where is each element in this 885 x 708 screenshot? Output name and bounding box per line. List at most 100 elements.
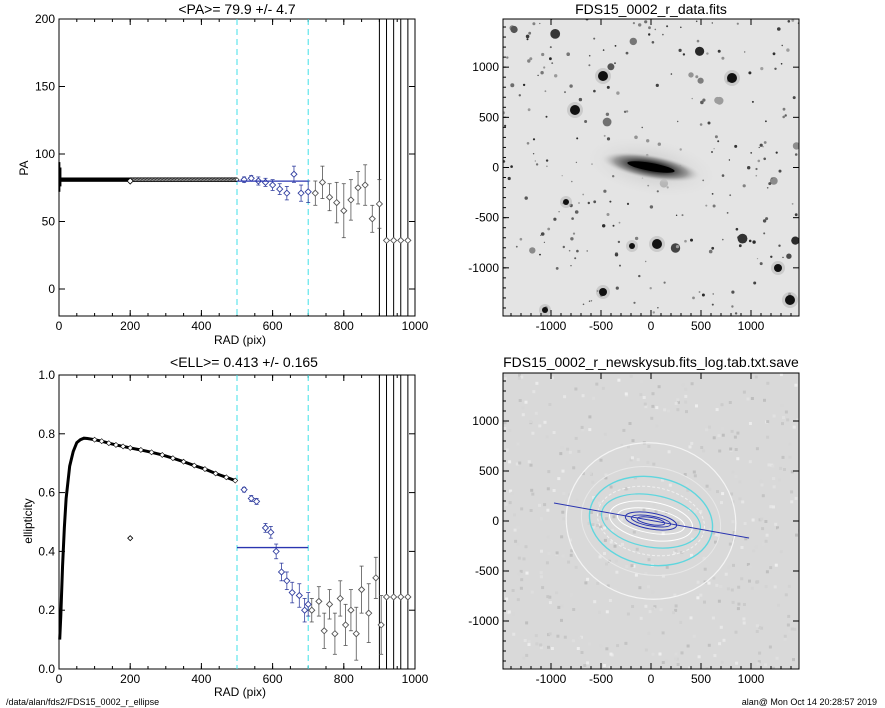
noise-pixel bbox=[717, 599, 721, 603]
noise-pixel bbox=[705, 484, 709, 488]
noise-pixel bbox=[731, 600, 735, 604]
noise-pixel bbox=[648, 610, 652, 614]
star bbox=[792, 142, 799, 150]
ell-ylabel: ellipticity bbox=[21, 498, 35, 543]
noise-pixel bbox=[717, 434, 721, 438]
ellipticity-panel: <ELL>= 0.413 +/- 0.165 0 200 400 600 800 1000… bbox=[21, 354, 429, 699]
noise-pixel bbox=[680, 651, 684, 655]
x-tick-label: 400 bbox=[191, 319, 211, 333]
noise-pixel bbox=[784, 410, 788, 414]
noise-pixel bbox=[705, 428, 709, 432]
bright-star bbox=[570, 105, 580, 115]
star bbox=[763, 157, 766, 161]
data-point bbox=[127, 444, 134, 451]
noise-pixel bbox=[758, 626, 762, 630]
noise-pixel bbox=[604, 473, 608, 477]
star bbox=[744, 51, 746, 53]
star bbox=[706, 52, 709, 55]
noise-pixel bbox=[541, 586, 545, 590]
star bbox=[572, 232, 576, 235]
noise-pixel bbox=[730, 588, 734, 592]
noise-pixel bbox=[586, 471, 590, 475]
noise-pixel bbox=[746, 397, 750, 401]
y-tick-label: 0 bbox=[492, 514, 499, 528]
noise-pixel bbox=[532, 390, 536, 394]
noise-pixel bbox=[557, 477, 561, 481]
star bbox=[786, 48, 790, 52]
star bbox=[737, 236, 740, 239]
noise-pixel bbox=[580, 651, 584, 654]
data-point bbox=[357, 585, 366, 594]
star bbox=[748, 71, 752, 75]
noise-pixel bbox=[730, 492, 734, 496]
star bbox=[782, 115, 785, 119]
noise-pixel bbox=[679, 620, 683, 624]
contour-content bbox=[503, 373, 799, 669]
star bbox=[527, 108, 531, 112]
noise-pixel bbox=[684, 387, 688, 391]
data-point bbox=[240, 486, 248, 494]
star bbox=[708, 249, 713, 254]
y-tick-label: -1000 bbox=[468, 261, 499, 275]
star bbox=[712, 204, 716, 208]
data-point bbox=[404, 593, 412, 601]
data-point bbox=[159, 452, 166, 458]
noise-pixel bbox=[764, 520, 768, 523]
star bbox=[602, 224, 606, 228]
noise-pixel bbox=[527, 460, 531, 464]
noise-pixel bbox=[708, 425, 711, 429]
noise-pixel bbox=[688, 666, 692, 669]
star bbox=[759, 262, 763, 266]
ell-plot-area: 0 200 400 600 800 1000 0.0 0.2 0.4 0.6 0.8 1.0 bbox=[38, 368, 428, 686]
star bbox=[507, 176, 511, 181]
star bbox=[543, 241, 546, 243]
star bbox=[755, 174, 758, 177]
noise-pixel bbox=[614, 588, 617, 592]
y-tick-label: -500 bbox=[475, 564, 499, 578]
noise-pixel bbox=[545, 561, 549, 565]
noise-pixel bbox=[546, 508, 550, 512]
noise-pixel bbox=[784, 593, 788, 597]
star bbox=[705, 204, 708, 207]
noise-pixel bbox=[596, 581, 600, 585]
noise-pixel bbox=[760, 483, 764, 487]
star bbox=[564, 91, 566, 94]
star bbox=[576, 249, 579, 253]
noise-pixel bbox=[722, 638, 726, 642]
star bbox=[641, 126, 643, 129]
star bbox=[666, 25, 669, 28]
noise-pixel bbox=[605, 610, 609, 614]
noise-pixel bbox=[635, 522, 639, 526]
noise-pixel bbox=[572, 608, 576, 611]
noise-pixel bbox=[748, 565, 752, 569]
noise-pixel bbox=[562, 517, 566, 521]
noise-pixel bbox=[736, 607, 740, 611]
star bbox=[765, 120, 767, 123]
noise-pixel bbox=[555, 553, 559, 556]
noise-pixel bbox=[535, 381, 539, 385]
star bbox=[547, 227, 551, 231]
noise-pixel bbox=[748, 422, 752, 425]
noise-pixel bbox=[787, 584, 791, 588]
star bbox=[757, 159, 761, 163]
noise-pixel bbox=[529, 463, 533, 467]
y-tick-label: 150 bbox=[35, 80, 55, 94]
star bbox=[721, 56, 725, 60]
noise-pixel bbox=[578, 636, 582, 640]
noise-pixel bbox=[538, 424, 542, 428]
noise-pixel bbox=[563, 635, 567, 639]
noise-pixel bbox=[552, 431, 556, 434]
data-point bbox=[261, 178, 270, 186]
y-tick-label: 1.0 bbox=[38, 368, 55, 382]
star bbox=[539, 253, 541, 256]
star bbox=[726, 212, 729, 214]
noise-pixel bbox=[709, 517, 713, 521]
data-point bbox=[382, 236, 391, 245]
noise-pixel bbox=[511, 589, 515, 592]
star bbox=[649, 287, 652, 290]
noise-pixel bbox=[669, 639, 673, 643]
star bbox=[662, 33, 664, 36]
noise-pixel bbox=[652, 462, 656, 466]
noise-pixel bbox=[569, 593, 573, 597]
noise-pixel bbox=[560, 535, 564, 539]
